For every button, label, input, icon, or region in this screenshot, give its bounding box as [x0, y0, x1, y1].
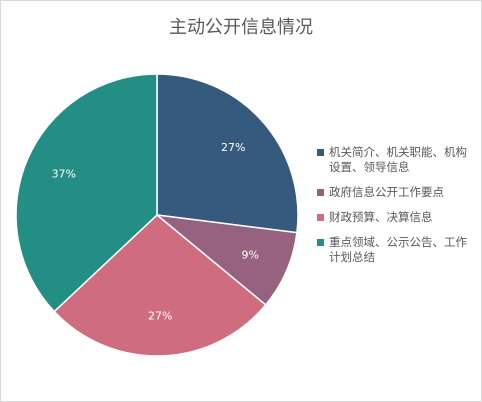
pie-slice-2	[53, 214, 267, 357]
pie-slice-0	[156, 73, 299, 234]
slice-label-1: 9%	[241, 248, 258, 261]
slice-label-2: 27%	[148, 310, 172, 323]
slice-label-0: 27%	[221, 141, 245, 154]
pie-slice-3	[15, 73, 158, 313]
legend-item-3: 重点领域、公示公告、工作计划总结	[317, 235, 477, 265]
legend-swatch-2	[317, 214, 324, 221]
chart-title: 主动公开信息情况	[169, 17, 313, 38]
pie-slice-1	[154, 213, 298, 306]
legend-swatch-0	[317, 149, 324, 156]
legend-swatch-1	[317, 189, 324, 196]
legend-label-3: 重点领域、公示公告、工作计划总结	[329, 235, 467, 264]
legend-item-0: 机关简介、机关职能、机构设置、领导信息	[317, 145, 477, 175]
legend-label-2: 财政预算、决算信息	[329, 210, 433, 224]
legend-label-0: 机关简介、机关职能、机构设置、领导信息	[329, 145, 467, 174]
legend-label-1: 政府信息公开工作要点	[329, 185, 444, 199]
legend: 机关简介、机关职能、机构设置、领导信息 政府信息公开工作要点 财政预算、决算信息…	[317, 145, 477, 275]
legend-swatch-3	[317, 239, 324, 246]
slice-label-3: 37%	[52, 168, 76, 181]
legend-item-1: 政府信息公开工作要点	[317, 185, 477, 200]
legend-item-2: 财政预算、决算信息	[317, 210, 477, 225]
